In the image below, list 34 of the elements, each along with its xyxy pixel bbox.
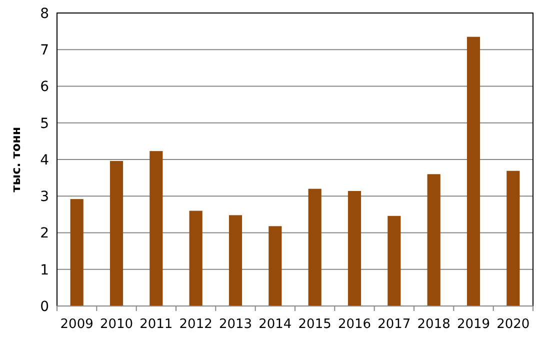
y-tick-label: 6	[40, 79, 50, 96]
bar	[110, 160, 124, 306]
x-tick-label: 2012	[179, 317, 212, 332]
y-axis-title: тыс. тонн	[9, 126, 23, 192]
bar	[506, 170, 520, 306]
bar	[348, 190, 362, 306]
y-tick-label: 3	[40, 189, 49, 206]
y-tick-label: 8	[40, 6, 49, 22]
x-tick-label: 2018	[417, 317, 450, 332]
x-tick-label: 2009	[60, 317, 94, 332]
bar	[228, 215, 242, 306]
y-tick-label: 0	[40, 298, 49, 315]
bar	[70, 199, 84, 306]
x-tick-label: 2016	[338, 317, 372, 332]
x-tick-label: 2013	[218, 317, 252, 332]
y-tick-label: 7	[40, 42, 49, 59]
x-tick-label: 2010	[100, 317, 134, 332]
x-tick-label: 2019	[456, 317, 490, 332]
y-tick-label: 2	[40, 226, 49, 242]
bar	[268, 226, 282, 306]
x-tick-label: 2020	[496, 317, 530, 332]
y-tick-label: 4	[40, 152, 50, 168]
bar	[427, 174, 440, 306]
x-tick-label: 2014	[258, 317, 292, 332]
bar	[308, 188, 322, 306]
bar	[388, 216, 401, 306]
x-tick-label: 2017	[378, 317, 411, 332]
x-tick-label: 2015	[298, 317, 332, 332]
bar	[466, 36, 480, 306]
bar	[189, 210, 202, 306]
x-tick-label: 2011	[140, 317, 173, 332]
y-tick-label: 5	[40, 116, 49, 132]
bar	[150, 151, 163, 306]
y-tick-label: 1	[40, 262, 49, 278]
